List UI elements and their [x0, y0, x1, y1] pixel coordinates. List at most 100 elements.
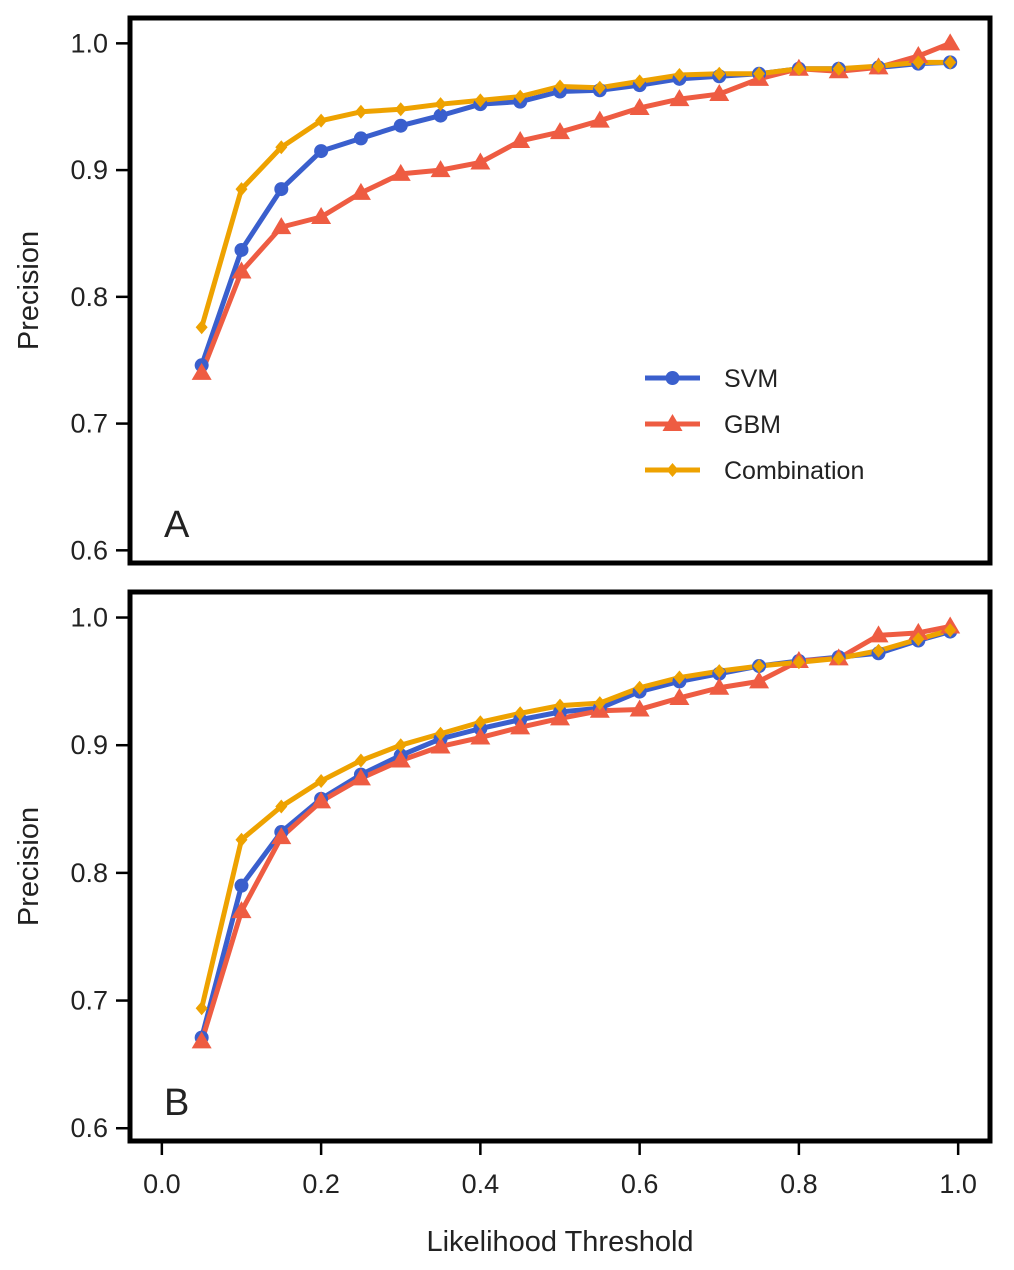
- legend-marker-combination: [666, 463, 679, 477]
- series-line-gbm: [199, 624, 951, 1043]
- data-point-gbm: [589, 110, 610, 128]
- y-axis-title: Precision: [13, 807, 45, 926]
- data-point-combination: [673, 68, 686, 83]
- data-point-combination: [593, 80, 606, 95]
- plot-frame: [127, 589, 993, 1144]
- data-point-combination: [315, 113, 328, 128]
- data-point-combination: [434, 726, 447, 741]
- data-point-gbm: [709, 84, 730, 102]
- data-point-combination: [832, 61, 845, 76]
- data-point-gbm: [470, 727, 491, 745]
- data-point-gbm: [191, 362, 212, 380]
- x-axis-title: Likelihood Threshold: [426, 1226, 693, 1258]
- data-point-combination: [235, 182, 248, 197]
- data-point-gbm: [430, 160, 451, 178]
- legend-label-svm: SVM: [724, 365, 778, 393]
- series-line-svm: [199, 629, 951, 1039]
- y-tick-label: 0.7: [70, 986, 108, 1016]
- data-point-combination: [554, 698, 566, 713]
- data-point-svm: [314, 144, 329, 159]
- legend: SVM GBM Combination: [645, 365, 864, 485]
- data-point-combination: [195, 1001, 208, 1016]
- data-point-gbm: [271, 217, 292, 235]
- data-point-combination: [832, 651, 845, 666]
- data-point-combination: [673, 670, 686, 685]
- data-point-combination: [474, 93, 487, 108]
- data-point-combination: [514, 89, 527, 104]
- data-point-gbm: [908, 46, 929, 64]
- data-point-gbm: [510, 130, 531, 148]
- data-point-combination: [872, 643, 885, 658]
- x-tick-label: 0.2: [302, 1169, 340, 1199]
- data-point-gbm: [390, 750, 411, 768]
- y-tick-label: 0.6: [70, 1113, 108, 1143]
- x-tick-label: 0.0: [143, 1169, 181, 1199]
- data-point-gbm: [749, 671, 770, 689]
- data-point-gbm: [629, 97, 650, 115]
- x-tick-label: 1.0: [939, 1169, 977, 1199]
- x-tick-label: 0.4: [462, 1169, 500, 1199]
- data-point-combination: [394, 102, 407, 117]
- data-point-combination: [912, 632, 925, 647]
- legend-label-gbm: GBM: [724, 411, 781, 439]
- data-point-combination: [434, 97, 447, 112]
- data-point-combination: [354, 104, 367, 119]
- data-point-combination: [315, 773, 328, 788]
- data-point-gbm: [868, 625, 889, 643]
- data-point-svm: [274, 182, 289, 197]
- data-point-gbm: [669, 687, 690, 705]
- data-point-gbm: [271, 827, 292, 845]
- x-tick-label: 0.6: [621, 1169, 659, 1199]
- y-tick-label: 0.9: [70, 730, 108, 760]
- data-point-svm: [234, 878, 249, 893]
- data-point-combination: [713, 664, 726, 679]
- data-point-combination: [235, 832, 248, 847]
- data-point-combination: [633, 680, 646, 695]
- y-tick-label: 0.7: [70, 409, 108, 439]
- data-point-gbm: [669, 89, 690, 107]
- data-point-gbm: [550, 708, 570, 726]
- y-tick-label: 1.0: [70, 28, 108, 58]
- data-point-svm: [433, 108, 448, 123]
- data-point-combination: [792, 655, 805, 670]
- data-point-svm: [234, 242, 249, 257]
- y-tick-label: 1.0: [70, 603, 108, 633]
- series-line-svm: [199, 59, 951, 367]
- data-point-gbm: [709, 677, 730, 695]
- data-point-gbm: [311, 791, 332, 809]
- data-point-combination: [474, 715, 487, 730]
- data-point-combination: [354, 753, 367, 768]
- panel-label: B: [164, 1082, 189, 1124]
- data-point-gbm: [510, 717, 531, 735]
- data-point-gbm: [908, 622, 929, 640]
- data-point-gbm: [430, 736, 451, 754]
- legend-label-combination: Combination: [724, 457, 864, 485]
- y-tick-label: 0.8: [70, 858, 108, 888]
- data-point-combination: [713, 66, 726, 81]
- data-point-combination: [514, 706, 527, 721]
- y-tick-label: 0.6: [70, 535, 108, 565]
- data-point-gbm: [390, 163, 411, 181]
- data-point-gbm: [940, 33, 961, 51]
- panel-b: 0.6 0.7 0.8 0.9 1.0 0.0 0.2 0.4 0.6 0.8 1.0 Precisi…: [13, 589, 993, 1258]
- x-tick-label: 0.8: [780, 1169, 818, 1199]
- data-point-combination: [792, 61, 805, 76]
- series-line-combination: [199, 627, 951, 1009]
- data-point-combination: [944, 623, 957, 638]
- y-axis-title: Precision: [13, 231, 45, 350]
- data-point-svm: [353, 131, 368, 146]
- legend-marker-gbm: [662, 414, 683, 431]
- data-point-gbm: [350, 768, 371, 786]
- data-point-gbm: [311, 206, 332, 224]
- data-point-gbm: [629, 699, 650, 717]
- y-tick-label: 0.8: [70, 282, 108, 312]
- data-point-combination: [753, 66, 766, 81]
- data-point-combination: [394, 738, 407, 753]
- data-point-gbm: [470, 152, 491, 170]
- data-point-combination: [554, 79, 566, 94]
- data-point-combination: [195, 320, 208, 335]
- panel-label: A: [164, 504, 190, 546]
- data-point-svm: [393, 118, 408, 133]
- data-point-combination: [872, 59, 885, 74]
